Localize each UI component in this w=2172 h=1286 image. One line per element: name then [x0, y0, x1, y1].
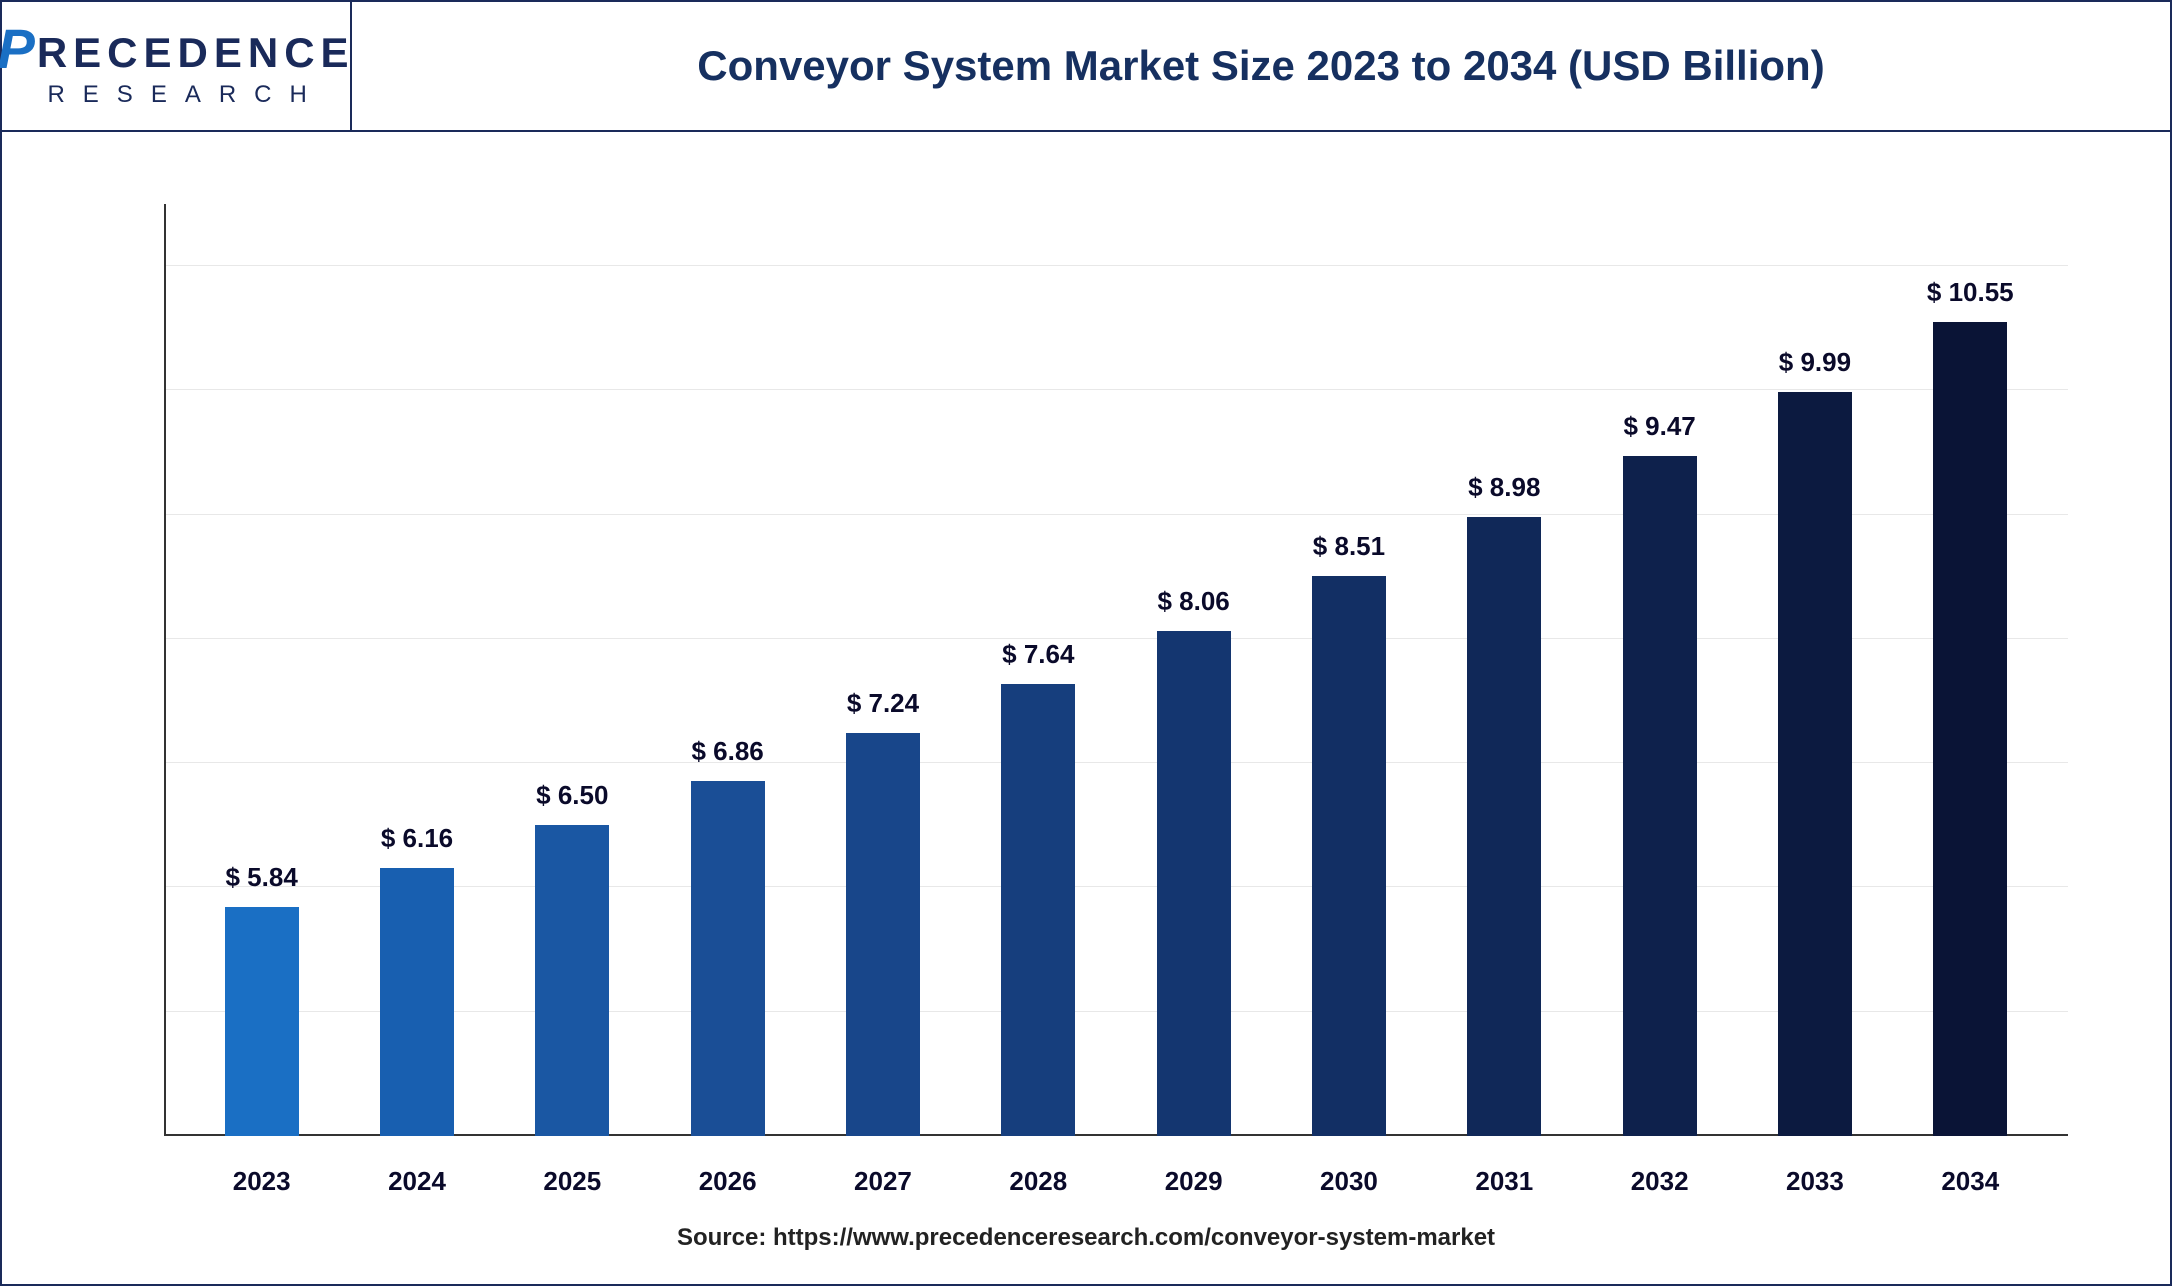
- bar: [1778, 392, 1852, 1136]
- x-axis-label: 2024: [362, 1146, 472, 1206]
- bar: [1157, 631, 1231, 1136]
- bar-value-label: $ 6.16: [381, 823, 453, 854]
- bar-value-label: $ 6.86: [691, 736, 763, 767]
- chart-frame: P RECEDENCE RESEARCH Conveyor System Mar…: [0, 0, 2172, 1286]
- bar-group: $ 10.55: [1915, 277, 2025, 1136]
- bar: [1312, 576, 1386, 1136]
- bar-value-label: $ 6.50: [536, 780, 608, 811]
- x-axis-label: 2023: [207, 1146, 317, 1206]
- bar: [535, 825, 609, 1136]
- logo-word: RECEDENCE: [37, 32, 355, 74]
- x-axis-label: 2032: [1605, 1146, 1715, 1206]
- bar: [1933, 322, 2007, 1136]
- bar-group: $ 8.98: [1449, 472, 1559, 1136]
- x-axis-label: 2026: [673, 1146, 783, 1206]
- chart-area: $ 5.84 $ 6.16 $ 6.50 $ 6.86 $ 7.24 $ 7.64 $ 8.…: [4, 134, 2168, 1282]
- x-axis-label: 2030: [1294, 1146, 1404, 1206]
- bar: [1467, 517, 1541, 1136]
- bar: [691, 781, 765, 1136]
- bar-group: $ 6.16: [362, 823, 472, 1136]
- source-attribution: Source: https://www.precedenceresearch.c…: [64, 1224, 2108, 1252]
- bar-value-label: $ 8.51: [1313, 531, 1385, 562]
- bar-group: $ 9.99: [1760, 347, 1870, 1136]
- brand-logo: P RECEDENCE RESEARCH: [0, 25, 355, 107]
- x-axis-label: 2034: [1915, 1146, 2025, 1206]
- bar: [846, 733, 920, 1136]
- bar-group: $ 9.47: [1605, 411, 1715, 1136]
- x-axis-label: 2025: [517, 1146, 627, 1206]
- bar-value-label: $ 7.24: [847, 688, 919, 719]
- x-axis-label: 2033: [1760, 1146, 1870, 1206]
- logo-main-text: P RECEDENCE: [0, 25, 355, 81]
- bar: [380, 868, 454, 1136]
- bar-group: $ 6.86: [673, 736, 783, 1136]
- x-labels-container: 2023 2024 2025 2026 2027 2028 2029 2030 2031 2032…: [164, 1146, 2068, 1206]
- bar-value-label: $ 9.47: [1623, 411, 1695, 442]
- bar-group: $ 7.24: [828, 688, 938, 1136]
- bar-group: $ 6.50: [517, 780, 627, 1136]
- x-axis-label: 2028: [983, 1146, 1093, 1206]
- x-axis-label: 2029: [1139, 1146, 1249, 1206]
- bar: [225, 907, 299, 1136]
- bar: [1623, 456, 1697, 1136]
- bar-group: $ 8.06: [1139, 586, 1249, 1136]
- title-cell: Conveyor System Market Size 2023 to 2034…: [352, 2, 2170, 130]
- logo-cell: P RECEDENCE RESEARCH: [2, 2, 352, 130]
- logo-sub-text: RESEARCH: [47, 83, 324, 107]
- bar-value-label: $ 8.98: [1468, 472, 1540, 503]
- x-axis-label: 2027: [828, 1146, 938, 1206]
- logo-p-glyph: P: [0, 21, 41, 77]
- bar-group: $ 7.64: [983, 639, 1093, 1136]
- bar-group: $ 5.84: [207, 862, 317, 1136]
- bar-group: $ 8.51: [1294, 531, 1404, 1136]
- bar-value-label: $ 9.99: [1779, 347, 1851, 378]
- bar: [1001, 684, 1075, 1136]
- chart-title: Conveyor System Market Size 2023 to 2034…: [697, 42, 1824, 90]
- x-axis-label: 2031: [1449, 1146, 1559, 1206]
- header-row: P RECEDENCE RESEARCH Conveyor System Mar…: [2, 2, 2170, 132]
- plot-region: $ 5.84 $ 6.16 $ 6.50 $ 6.86 $ 7.24 $ 7.64 $ 8.…: [164, 204, 2068, 1206]
- bar-value-label: $ 10.55: [1927, 277, 2014, 308]
- bar-value-label: $ 5.84: [226, 862, 298, 893]
- bar-value-label: $ 8.06: [1157, 586, 1229, 617]
- bars-container: $ 5.84 $ 6.16 $ 6.50 $ 6.86 $ 7.24 $ 7.64 $ 8.…: [164, 204, 2068, 1136]
- bar-value-label: $ 7.64: [1002, 639, 1074, 670]
